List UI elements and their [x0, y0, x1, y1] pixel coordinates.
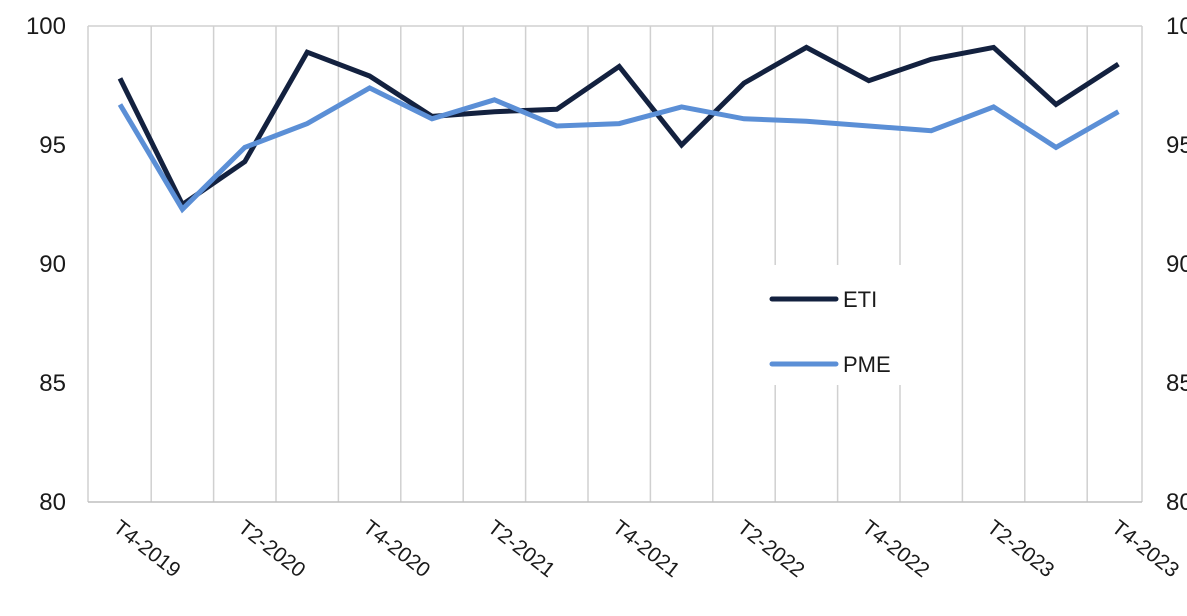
x-tick-label: T4-2020	[359, 516, 435, 582]
series-line-pme	[117, 85, 1120, 214]
x-tick-label: T2-2020	[234, 516, 310, 582]
x-tick-label: T4-2022	[858, 516, 934, 582]
grid	[150, 26, 1088, 502]
x-tick-label: T4-2021	[608, 516, 684, 582]
right-y-axis-ticks: 80 85 90 95 100	[1166, 13, 1187, 516]
y-tick-label: 100	[26, 13, 66, 40]
series-lines	[117, 44, 1120, 214]
x-tick-label: T2-2022	[733, 516, 809, 582]
x-axis-ticks: T4-2019 T2-2020 T4-2020 T2-2021 T4-2021 T2-20…	[109, 516, 1183, 582]
y-axis-ticks: 80 85 90 95 100	[26, 13, 66, 516]
legend-label-pme: PME	[843, 352, 891, 377]
right-y-tick-label: 80	[1166, 489, 1187, 516]
right-y-tick-label: 95	[1166, 132, 1187, 159]
series-line-eti	[117, 44, 1120, 209]
x-tick-label: T2-2023	[983, 516, 1059, 582]
right-y-tick-label: 100	[1166, 13, 1187, 40]
y-tick-label: 85	[39, 370, 66, 397]
legend: ETI PME	[768, 265, 903, 385]
x-tick-label: T2-2021	[483, 516, 559, 582]
y-tick-label: 80	[39, 489, 66, 516]
right-y-tick-label: 85	[1166, 370, 1187, 397]
y-tick-label: 90	[39, 251, 66, 278]
axes	[87, 25, 1143, 503]
x-tick-label: T4-2023	[1107, 516, 1183, 582]
legend-label-eti: ETI	[843, 287, 877, 312]
y-tick-label: 95	[39, 132, 66, 159]
right-y-tick-label: 90	[1166, 251, 1187, 278]
x-tick-label: T4-2019	[109, 516, 185, 582]
